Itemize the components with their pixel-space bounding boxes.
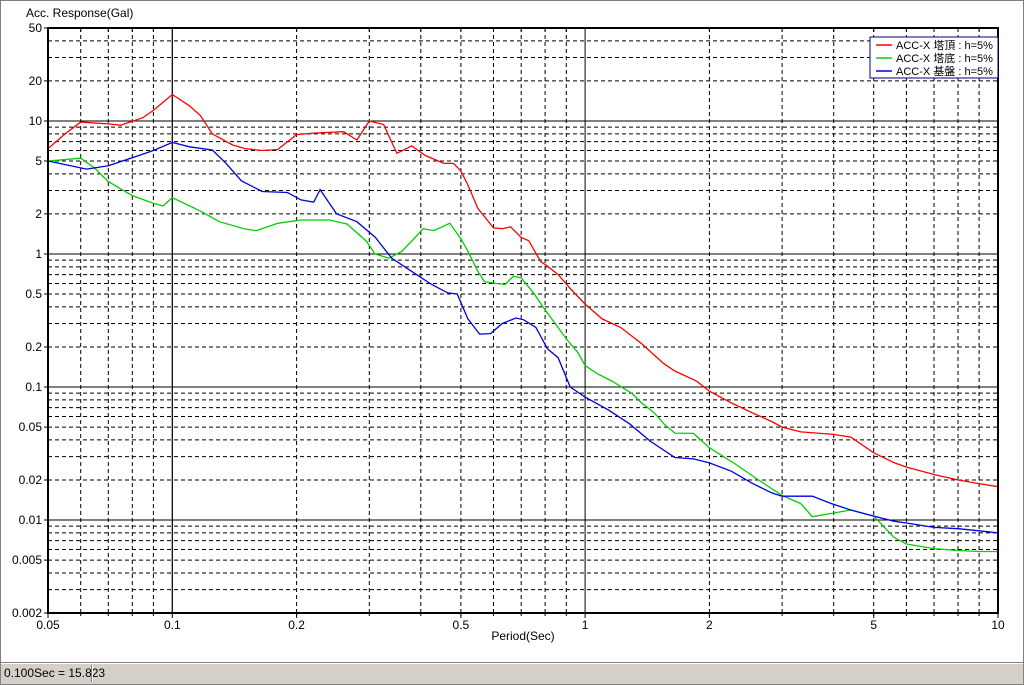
svg-text:0.1: 0.1 [25,380,42,394]
chart-title: Acc. Response(Gal) [26,6,133,20]
svg-text:0.002: 0.002 [12,606,42,620]
svg-text:0.5: 0.5 [25,287,42,301]
x-axis-label: Period(Sec) [491,629,554,643]
svg-text:5: 5 [35,154,42,168]
svg-text:0.02: 0.02 [19,473,43,487]
svg-text:0.01: 0.01 [19,513,43,527]
svg-text:0.05: 0.05 [19,420,43,434]
svg-text:0.2: 0.2 [288,618,305,632]
series-line-2 [47,141,999,534]
svg-text:0.05: 0.05 [36,618,60,632]
svg-text:10: 10 [991,618,1005,632]
svg-text:0.2: 0.2 [25,340,42,354]
series-line-0 [47,93,999,488]
response-spectrum-plot: 50 20 10 5 2 1 0.5 0.2 0.1 0.05 0.02 0.01 0.005 0.002… [12,6,1005,643]
spectrum-chart: 50 20 10 5 2 1 0.5 0.2 0.1 0.05 0.02 0.01 0.005 0.002… [1,1,1023,664]
svg-text:ACC-X 基盤 : h=5%: ACC-X 基盤 : h=5% [896,65,993,78]
svg-text:ACC-X 塔底 : h=5%: ACC-X 塔底 : h=5% [896,51,993,65]
svg-text:5: 5 [870,618,877,632]
svg-text:2: 2 [706,618,713,632]
svg-text:50: 50 [29,21,43,35]
svg-text:0.1: 0.1 [164,618,181,632]
cursor-readout: 0.100Sec = 15.823 [4,666,106,680]
grid-horizontal [48,40,998,591]
svg-text:20: 20 [29,74,43,88]
svg-text:0.5: 0.5 [453,618,470,632]
status-bar: 0.100Sec = 15.823 [1,662,1023,684]
plot-frame [47,27,999,614]
series-line-1 [47,157,998,553]
grid-vertical [80,28,980,613]
svg-text:1: 1 [582,618,589,632]
legend: ACC-X 塔頂 : h=5%ACC-X 塔底 : h=5%ACC-X 基盤 :… [869,36,999,79]
svg-text:2: 2 [35,207,42,221]
tick-labels: 50 20 10 5 2 1 0.5 0.2 0.1 0.05 0.02 0.01 0.005 0.002… [12,21,1005,632]
svg-text:10: 10 [29,114,43,128]
svg-text:0.005: 0.005 [12,553,42,567]
svg-text:1: 1 [35,247,42,261]
status-separator [91,665,93,682]
svg-text:ACC-X 塔頂 : h=5%: ACC-X 塔頂 : h=5% [896,39,993,52]
